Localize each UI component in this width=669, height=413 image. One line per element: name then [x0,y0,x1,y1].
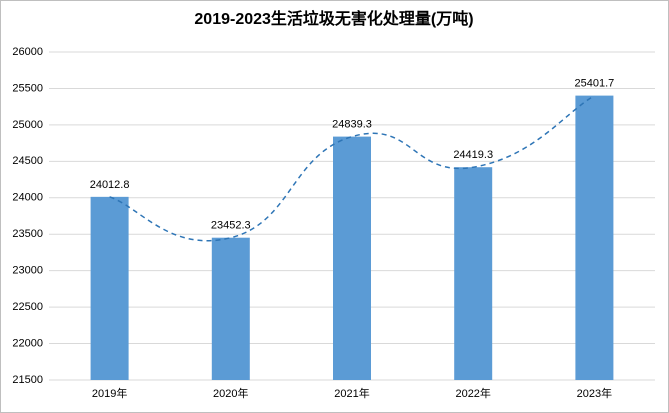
x-tick-label: 2022年 [455,386,490,400]
y-tick-label: 23500 [12,228,43,240]
value-label: 25401.7 [575,78,615,90]
x-tick-label: 2019年 [92,386,127,400]
y-tick-label: 23000 [12,265,43,277]
value-label: 23452.3 [211,220,251,232]
y-tick-label: 22500 [12,301,43,313]
y-tick-label: 26000 [12,46,43,58]
value-label: 24419.3 [453,149,493,161]
trend-line [109,94,595,242]
x-tick-label: 2020年 [213,386,248,400]
value-label: 24839.3 [332,119,372,131]
bar [211,237,250,380]
value-label: 24012.8 [90,179,130,191]
bar [90,196,129,380]
x-tick-label: 2023年 [577,386,612,400]
bar [575,95,614,380]
x-tick-label: 2021年 [334,386,369,400]
y-tick-label: 22000 [12,337,43,349]
chart-title: 2019-2023生活垃圾无害化处理量(万吨) [194,9,473,28]
bar [333,136,371,380]
bar [454,167,493,380]
y-tick-label: 25500 [12,82,43,94]
y-tick-label: 24500 [12,155,43,167]
y-tick-label: 21500 [12,374,43,386]
y-tick-label: 24000 [12,192,43,204]
y-tick-label: 25000 [12,119,43,131]
